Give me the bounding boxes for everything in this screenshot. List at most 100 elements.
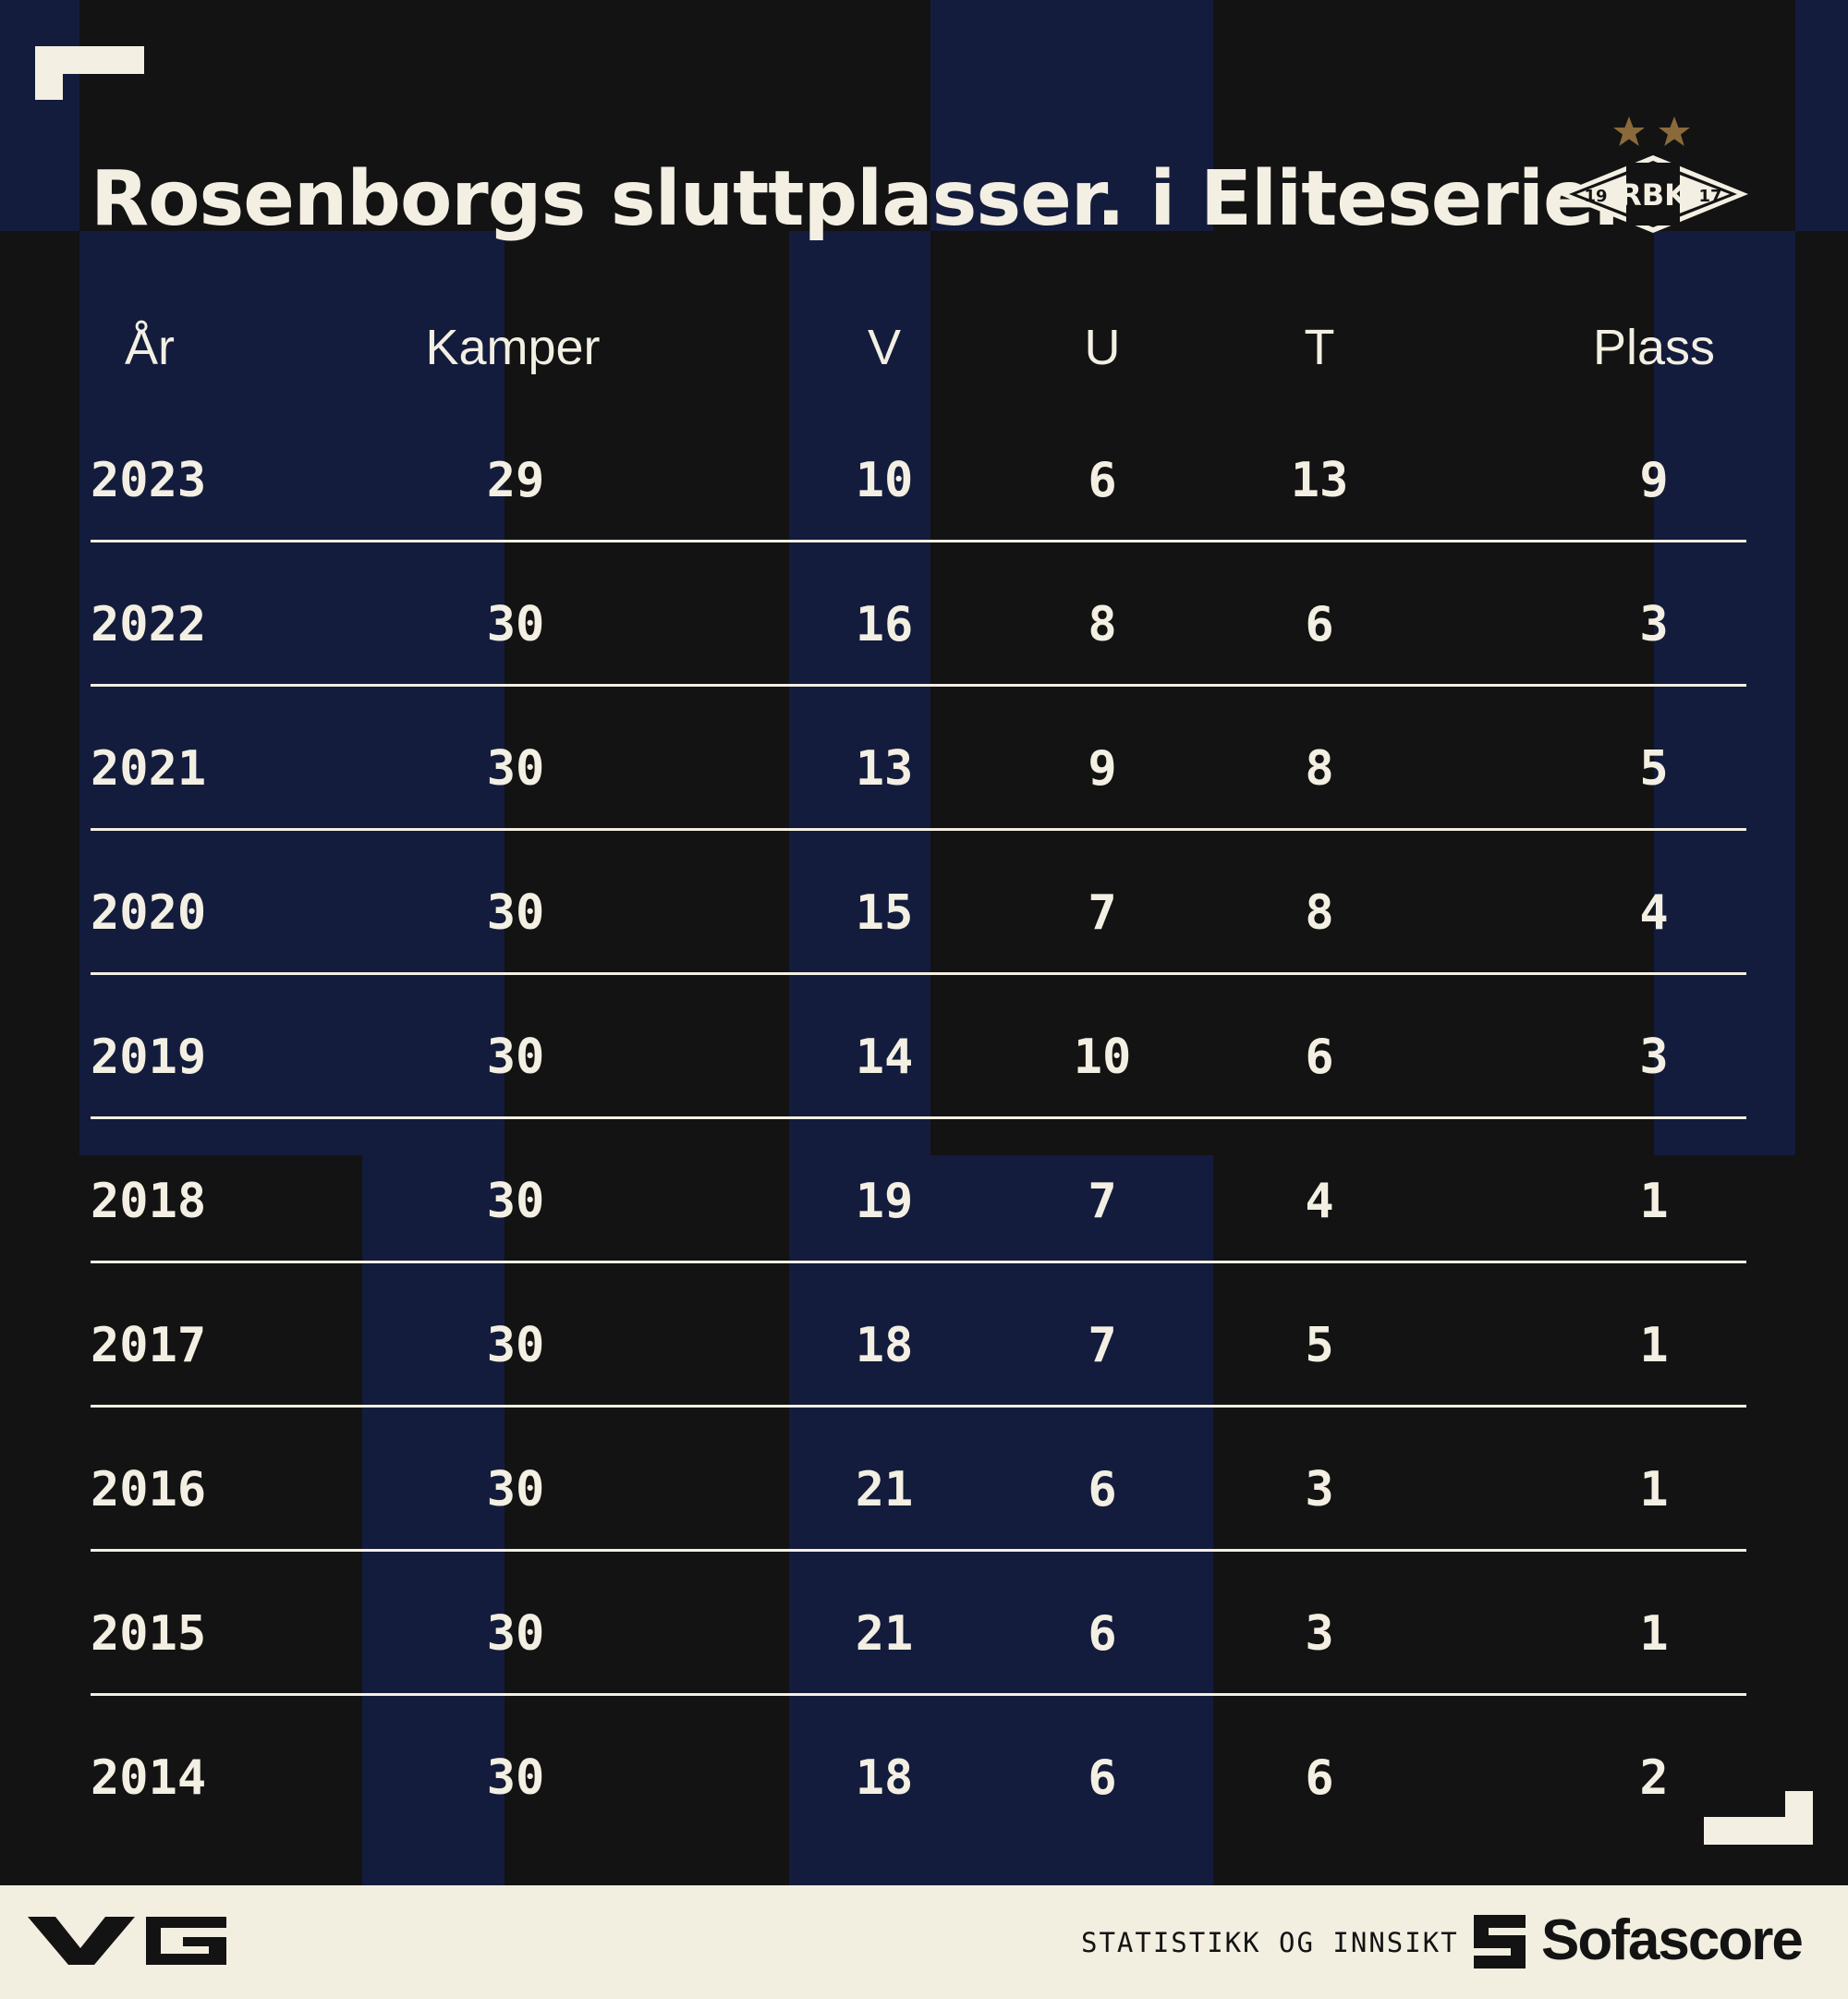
cell-v: 21 bbox=[855, 1461, 914, 1518]
cell-v: 15 bbox=[855, 884, 914, 941]
table-row: 2019 30 14 10 6 3 bbox=[0, 985, 1848, 1128]
cell-t: 3 bbox=[1305, 1461, 1334, 1518]
cell-kamper: 30 bbox=[486, 1029, 545, 1085]
cell-kamper: 29 bbox=[486, 452, 545, 508]
cell-t: 3 bbox=[1305, 1605, 1334, 1662]
cell-u: 7 bbox=[1088, 1317, 1117, 1373]
cell-plass: 9 bbox=[1639, 452, 1669, 508]
table-row: 2021 30 13 9 8 5 bbox=[0, 697, 1848, 840]
cell-plass: 1 bbox=[1639, 1173, 1669, 1229]
cell-v: 18 bbox=[855, 1749, 914, 1806]
logo-number-left: 19 bbox=[1584, 187, 1607, 206]
cell-u: 6 bbox=[1088, 1461, 1117, 1518]
column-header-kamper: Kamper bbox=[425, 320, 601, 375]
bg-stripe bbox=[362, 1155, 505, 1885]
cell-u: 6 bbox=[1088, 1749, 1117, 1806]
bg-stripe bbox=[789, 231, 930, 1885]
column-header-u: U bbox=[1084, 320, 1121, 375]
cell-year: 2017 bbox=[91, 1317, 207, 1373]
cell-year: 2016 bbox=[91, 1461, 207, 1518]
table-row: 2016 30 21 6 3 1 bbox=[0, 1418, 1848, 1561]
cell-kamper: 30 bbox=[486, 740, 545, 797]
row-divider bbox=[91, 1693, 1746, 1696]
cell-year: 2020 bbox=[91, 884, 207, 941]
cell-t: 8 bbox=[1305, 740, 1334, 797]
page-title: Rosenborgs sluttplasser. i Eliteserien bbox=[91, 155, 1647, 243]
cell-plass: 5 bbox=[1639, 740, 1669, 797]
column-header-plass: Plass bbox=[1592, 320, 1716, 375]
cell-u: 6 bbox=[1088, 452, 1117, 508]
vg-logo bbox=[28, 1917, 226, 1965]
table-row: 2023 29 10 6 13 9 bbox=[0, 408, 1848, 552]
cell-t: 13 bbox=[1290, 452, 1349, 508]
cell-plass: 1 bbox=[1639, 1461, 1669, 1518]
row-divider bbox=[91, 828, 1746, 831]
footer: STATISTIKK OG INNSIKT Sofascore bbox=[0, 1885, 1848, 1999]
cell-kamper: 30 bbox=[486, 1317, 545, 1373]
logo-letters: RBK bbox=[1619, 177, 1688, 213]
cell-v: 19 bbox=[855, 1173, 914, 1229]
cell-kamper: 30 bbox=[486, 884, 545, 941]
cell-year: 2022 bbox=[91, 596, 207, 652]
cell-plass: 3 bbox=[1639, 1029, 1669, 1085]
star-icon bbox=[1613, 116, 1645, 146]
table-row: 2022 30 16 8 6 3 bbox=[0, 553, 1848, 696]
cell-v: 16 bbox=[855, 596, 914, 652]
cell-plass: 1 bbox=[1639, 1605, 1669, 1662]
cell-year: 2021 bbox=[91, 740, 207, 797]
bg-stripe bbox=[1795, 0, 1848, 231]
cell-t: 5 bbox=[1305, 1317, 1334, 1373]
cell-plass: 3 bbox=[1639, 596, 1669, 652]
logo-number-right: 17 bbox=[1698, 187, 1721, 206]
cell-u: 6 bbox=[1088, 1605, 1117, 1662]
cell-t: 4 bbox=[1305, 1173, 1334, 1229]
cell-plass: 2 bbox=[1639, 1749, 1669, 1806]
bg-stripe bbox=[1654, 231, 1795, 1155]
bg-stripe bbox=[0, 0, 79, 231]
cell-u: 7 bbox=[1088, 884, 1117, 941]
cell-v: 18 bbox=[855, 1317, 914, 1373]
row-divider bbox=[91, 684, 1746, 687]
sofascore-wordmark: Sofascore bbox=[1541, 1908, 1804, 1972]
cell-t: 8 bbox=[1305, 884, 1334, 941]
table-row: 2017 30 18 7 5 1 bbox=[0, 1274, 1848, 1417]
cell-kamper: 30 bbox=[486, 1749, 545, 1806]
sofascore-icon bbox=[1474, 1915, 1526, 1969]
cell-plass: 1 bbox=[1639, 1317, 1669, 1373]
table-row: 2015 30 21 6 3 1 bbox=[0, 1562, 1848, 1705]
corner-bracket-top-left bbox=[35, 46, 63, 100]
cell-v: 10 bbox=[855, 452, 914, 508]
bg-stripe bbox=[930, 1155, 1213, 1885]
cell-v: 21 bbox=[855, 1605, 914, 1662]
cell-t: 6 bbox=[1305, 596, 1334, 652]
cell-year: 2014 bbox=[91, 1749, 207, 1806]
bg-stripe bbox=[79, 231, 505, 1155]
row-divider bbox=[91, 972, 1746, 975]
table-row: 2018 30 19 7 4 1 bbox=[0, 1129, 1848, 1273]
footer-tagline: STATISTIKK OG INNSIKT bbox=[1081, 1927, 1459, 1958]
row-divider bbox=[91, 1261, 1746, 1263]
cell-year: 2015 bbox=[91, 1605, 207, 1662]
cell-u: 7 bbox=[1088, 1173, 1117, 1229]
row-divider bbox=[91, 1549, 1746, 1552]
row-divider bbox=[91, 540, 1746, 542]
cell-kamper: 30 bbox=[486, 1173, 545, 1229]
cell-year: 2023 bbox=[91, 452, 207, 508]
column-header-v: V bbox=[867, 320, 902, 375]
cell-u: 8 bbox=[1088, 596, 1117, 652]
table-row: 2020 30 15 7 8 4 bbox=[0, 841, 1848, 984]
cell-t: 6 bbox=[1305, 1029, 1334, 1085]
cell-v: 13 bbox=[855, 740, 914, 797]
cell-kamper: 30 bbox=[486, 596, 545, 652]
row-divider bbox=[91, 1116, 1746, 1119]
row-divider bbox=[91, 1405, 1746, 1408]
cell-kamper: 30 bbox=[486, 1461, 545, 1518]
cell-u: 10 bbox=[1073, 1029, 1132, 1085]
cell-year: 2018 bbox=[91, 1173, 207, 1229]
rosenborg-logo: 19 17 RBK bbox=[1558, 116, 1748, 233]
cell-v: 14 bbox=[855, 1029, 914, 1085]
column-header-year: År bbox=[125, 320, 175, 375]
star-icon bbox=[1659, 116, 1690, 146]
cell-kamper: 30 bbox=[486, 1605, 545, 1662]
bg-stripe bbox=[930, 0, 1213, 231]
